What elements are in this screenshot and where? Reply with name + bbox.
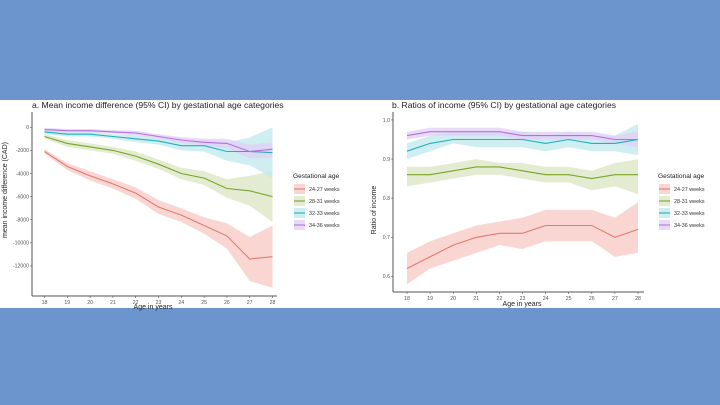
chart-b-xtick-label: 23 (520, 296, 526, 302)
chart-a-ytick-label: -6000 (16, 194, 29, 200)
chart-b-xtick-label: 22 (497, 296, 503, 302)
chart-a-xtick-label: 22 (133, 300, 139, 306)
chart-a-xtick-label: 24 (178, 300, 184, 306)
chart-a-xtick-label: 25 (201, 300, 207, 306)
chart-b-xtick-label: 28 (635, 296, 641, 302)
chart-b-title: b. Ratios of income (95% CI) by gestatio… (392, 100, 616, 110)
chart-a-ci-band-0 (44, 149, 273, 288)
chart-a-xtick-label: 20 (87, 300, 93, 306)
chart-b-ytick-label: 0.7 (383, 235, 390, 241)
chart-b-xtick-label: 21 (473, 296, 479, 302)
chart-a-ytick-label: -12000 (13, 264, 29, 270)
chart-a-ytick-label: -4000 (16, 171, 29, 177)
chart-b-xlabel: Age in years (503, 301, 542, 308)
chart-a-legend: Gestational age 24-27 weeks 28-31 weeks 32-… (293, 173, 340, 230)
chart-a-ytick-label: -2000 (16, 148, 29, 154)
chart-a-xtick-label: 21 (110, 300, 116, 306)
legend-entry-label: 28-31 weeks (309, 199, 340, 205)
chart-a: 0 -2000 -4000 -6000 -8000 -10000 -12000 18 19 20 2… (13, 112, 277, 306)
chart-a-series-line-0 (44, 151, 273, 260)
chart-b-ytick-label: 0.6 (383, 274, 390, 280)
chart-a-ylabel: mean income difference (CAD) (2, 142, 9, 238)
chart-b-ytick-label: 0.8 (383, 196, 390, 202)
chart-b: 0.6 0.7 0.8 0.9 1.0 18 19 20 21 22 23 24 25 26 27 28 (383, 112, 644, 302)
legend-entry-label: 34-36 weeks (309, 223, 340, 229)
chart-a-series-line-1 (44, 135, 273, 198)
chart-b-series-line-0 (406, 224, 639, 269)
chart-b-legend: Gestational age 24-27 weeks 28-31 weeks 32-… (658, 173, 705, 230)
chart-b-ci-band-3 (407, 127, 638, 148)
chart-a-xtick-label: 28 (270, 300, 276, 306)
legend-entry-label: 32-33 weeks (674, 211, 705, 217)
chart-b-xtick-label: 25 (566, 296, 572, 302)
chart-a-title: a. Mean income difference (95% CI) by ge… (32, 100, 284, 110)
legend-entry-label: 32-33 weeks (309, 211, 340, 217)
legend-entry-label: 24-27 weeks (309, 187, 340, 193)
chart-a-xtick-label: 19 (64, 300, 70, 306)
chart-b-xtick-label: 24 (543, 296, 549, 302)
legend-entry-label: 24-27 weeks (674, 187, 705, 193)
chart-b-xtick-label: 19 (427, 296, 433, 302)
chart-a-ytick-label: -10000 (13, 241, 29, 247)
chart-a-series-line-3 (44, 129, 273, 153)
legend-title: Gestational age (658, 173, 705, 180)
chart-a-xtick-label: 26 (224, 300, 230, 306)
chart-a-ytick-label: 0 (26, 125, 29, 131)
chart-b-ytick-label: 1.0 (383, 118, 390, 124)
chart-b-ytick-label: 0.9 (383, 157, 390, 163)
legend-entry-label: 34-36 weeks (674, 223, 705, 229)
chart-a-ytick-label: -8000 (16, 218, 29, 224)
legend-entry-label: 28-31 weeks (674, 199, 705, 205)
chart-a-xtick-label: 27 (247, 300, 253, 306)
chart-b-series-line-2 (406, 138, 639, 152)
chart-b-ci-band-1 (407, 159, 638, 195)
chart-b-xtick-label: 20 (450, 296, 456, 302)
chart-b-ylabel: Ratio of income (371, 186, 378, 235)
chart-b-xtick-label: 18 (404, 296, 410, 302)
chart-b-series-line-1 (407, 166, 638, 180)
chart-b-xtick-label: 27 (612, 296, 618, 302)
chart-b-xtick-label: 26 (589, 296, 595, 302)
chart-b-series-line-3 (406, 131, 638, 141)
chart-a-xtick-label: 23 (156, 300, 162, 306)
legend-title: Gestational age (293, 173, 340, 180)
chart-a-xtick-label: 18 (42, 300, 48, 306)
chart-a-series-line-2 (44, 131, 273, 154)
chart-a-xlabel: Age in years (134, 304, 173, 311)
chart-b-ci-band-0 (407, 202, 638, 285)
